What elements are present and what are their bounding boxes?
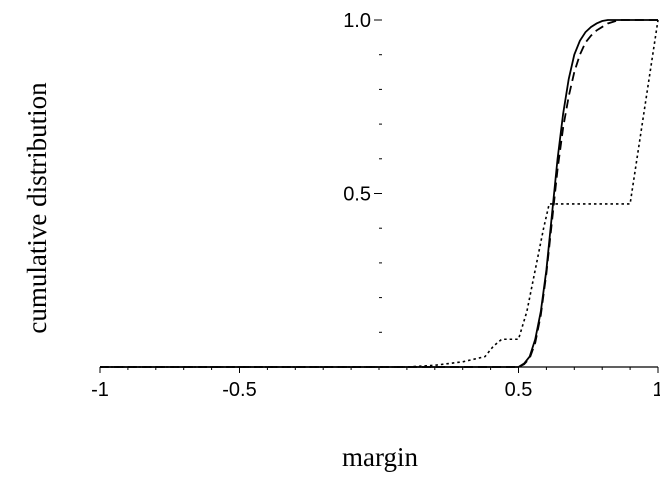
series-line-dotted bbox=[100, 19, 659, 368]
y-tick-label: 1.0 bbox=[343, 10, 371, 32]
y-tick-label: 0.5 bbox=[343, 184, 371, 206]
x-tick-label: 1 bbox=[652, 379, 660, 401]
x-tick-label: -1 bbox=[91, 379, 109, 401]
x-tick-label: -0.5 bbox=[222, 379, 256, 401]
x-axis-title: margin bbox=[342, 442, 418, 472]
series-line-solid bbox=[100, 19, 658, 368]
x-tick-label: 0.5 bbox=[505, 379, 533, 401]
series-layer bbox=[100, 19, 659, 368]
tick-labels: -1 -0.5 0.5 1 1.0 0.5 bbox=[91, 10, 660, 401]
series-line-dashed bbox=[100, 19, 658, 368]
y-axis-title: cumulative distribution bbox=[22, 82, 52, 334]
